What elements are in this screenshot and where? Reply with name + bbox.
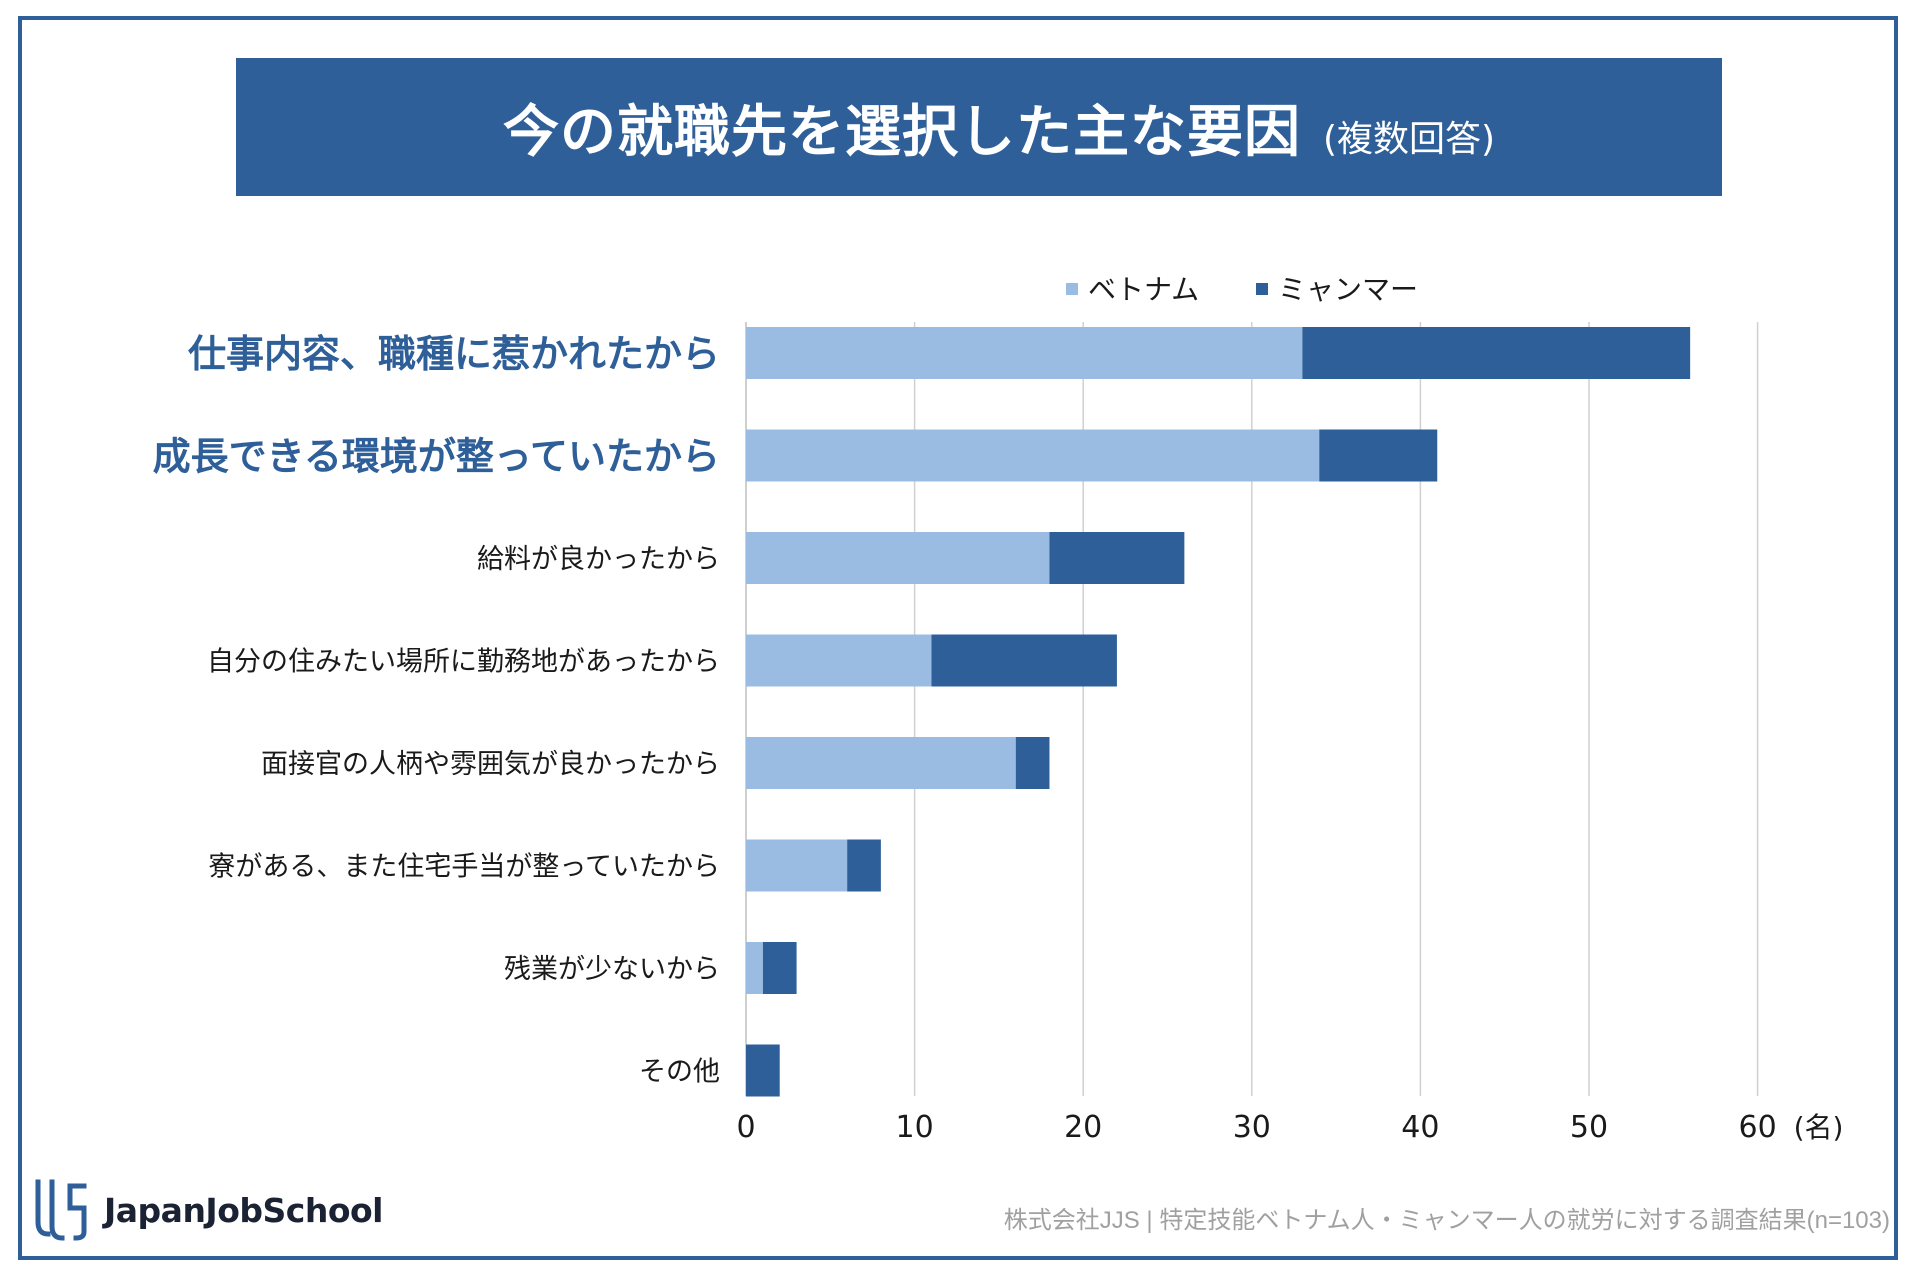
legend-swatch [1256, 283, 1268, 295]
chart-subtitle: (複数回答) [1322, 118, 1496, 160]
chart-title: 今の就職先を選択した主な要因 [502, 99, 1301, 165]
category-label: 給料が良かったから [477, 544, 720, 575]
company-logo: JapanJobSchool [32, 1178, 383, 1242]
bar-vietnam [746, 634, 932, 687]
bar-vietnam [746, 327, 1303, 379]
x-unit-label: (名) [1794, 1111, 1844, 1144]
category-label: その他 [639, 1057, 720, 1088]
bar-myanmar [1319, 429, 1438, 482]
category-label: 自分の住みたい場所に勤務地があったから [207, 647, 720, 678]
category-label: 成長できる環境が整っていたから [153, 435, 720, 479]
legend-swatch [1066, 283, 1078, 295]
bar-myanmar [762, 942, 797, 994]
legend-label: ベトナム [1088, 273, 1199, 306]
jjs-logo-icon [35, 1179, 87, 1241]
x-tick-label: 50 [1570, 1110, 1608, 1145]
chart-frame [18, 16, 1898, 1260]
bar-myanmar [1015, 737, 1050, 789]
bar-myanmar [847, 839, 881, 892]
x-tick-label: 0 [736, 1110, 755, 1145]
title-group: 今の就職先を選択した主な要因 (複数回答) [503, 87, 1495, 168]
category-label: 残業が少ないから [504, 954, 720, 985]
logo-text: JapanJobSchool [104, 1190, 383, 1230]
category-label: 寮がある、また住宅手当が整っていたから [208, 852, 720, 883]
bar-vietnam [746, 532, 1050, 584]
category-label: 仕事内容、職種に惹かれたから [188, 332, 720, 376]
x-tick-label: 40 [1401, 1110, 1439, 1145]
x-tick-label: 20 [1064, 1110, 1102, 1145]
bar-vietnam [746, 839, 848, 892]
legend-label: ミャンマー [1278, 273, 1418, 306]
bar-myanmar [1049, 532, 1185, 584]
title-banner: 今の就職先を選択した主な要因 (複数回答) [236, 58, 1722, 196]
bar-vietnam [746, 737, 1016, 789]
bar-vietnam [746, 429, 1320, 482]
bar-myanmar [746, 1044, 780, 1097]
source-note: 株式会社JJS | 特定技能ベトナム人・ミャンマー人の就労に対する調査結果(n=… [1003, 1207, 1890, 1234]
x-tick-label: 60 [1739, 1110, 1777, 1145]
bar-myanmar [1302, 327, 1691, 379]
x-tick-label: 10 [896, 1110, 934, 1145]
x-tick-label: 30 [1233, 1110, 1271, 1145]
bar-myanmar [931, 634, 1117, 687]
category-label: 面接官の人柄や雰囲気が良かったから [261, 749, 720, 780]
bar-vietnam [746, 942, 763, 994]
bar-chart: 仕事内容、職種に惹かれたから成長できる環境が整っていたから給料が良かったから自分… [153, 273, 1844, 1145]
